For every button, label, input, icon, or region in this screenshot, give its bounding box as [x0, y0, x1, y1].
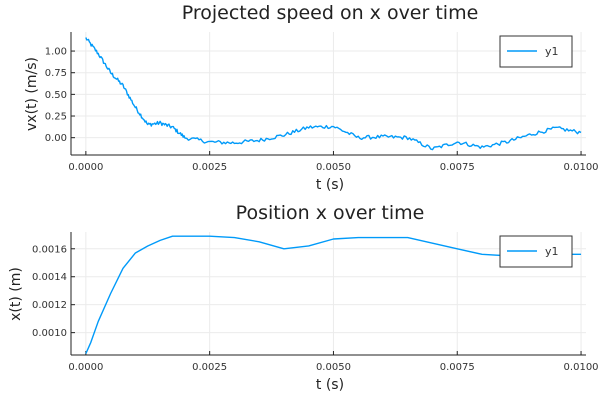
speed-chart: Projected speed on x over time 0.0000 0.0…	[24, 2, 599, 193]
x-tick-label: 0.0075	[440, 362, 475, 373]
legend: y1	[499, 235, 573, 268]
y-tick-label: 0.25	[45, 112, 67, 123]
y-axis-label: vx(t) (m/s)	[24, 57, 40, 131]
x-tick-label: 0.0100	[564, 362, 599, 373]
y-tick-label: 0.00	[45, 133, 67, 144]
legend-label: y1	[545, 245, 559, 258]
series	[85, 235, 582, 354]
x-axis-label: t (s)	[316, 377, 344, 393]
legend-label: y1	[545, 45, 559, 58]
ticks: 0.0000 0.0025 0.0050 0.0075 0.0100 0.0010 0.00…	[32, 244, 599, 373]
x-tick-label: 0.0000	[68, 362, 103, 373]
x-tick-label: 0.0100	[564, 162, 599, 173]
grid	[71, 232, 586, 355]
x-tick-label: 0.0050	[316, 162, 351, 173]
series	[85, 37, 582, 151]
y-axis-label: x(t) (m)	[8, 267, 24, 321]
x-tick-label: 0.0075	[440, 162, 475, 173]
y-tick-label: 1.00	[45, 47, 67, 58]
y-tick-label: 0.0010	[32, 328, 67, 339]
x-tick-label: 0.0025	[192, 362, 227, 373]
y-tick-label: 0.75	[45, 68, 67, 79]
position-chart: Position x over time 0.0000 0.0025 0.0050 0…	[8, 202, 599, 393]
legend: y1	[499, 35, 573, 68]
x-axis-label: t (s)	[316, 177, 344, 193]
series-line-y1	[85, 37, 582, 151]
y-tick-label: 0.0014	[32, 272, 67, 283]
chart-title: Projected speed on x over time	[182, 2, 479, 24]
x-tick-label: 0.0050	[316, 362, 351, 373]
y-tick-label: 0.0012	[32, 300, 67, 311]
x-tick-label: 0.0000	[68, 162, 103, 173]
y-tick-label: 0.50	[45, 90, 67, 101]
y-tick-label: 0.0016	[32, 244, 67, 255]
series-line-y1	[85, 235, 582, 354]
x-tick-label: 0.0025	[192, 162, 227, 173]
ticks: 0.0000 0.0025 0.0050 0.0075 0.0100 0.00 0.25 0.…	[45, 47, 599, 173]
chart-title: Position x over time	[236, 202, 425, 224]
